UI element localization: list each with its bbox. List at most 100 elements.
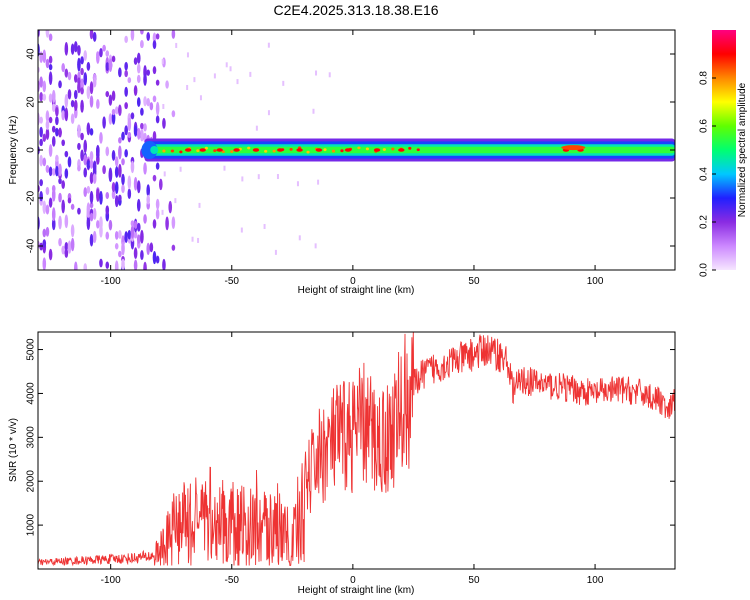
spectrogram-image [38, 30, 675, 270]
noise-cell [121, 173, 125, 186]
faint-cell [197, 237, 200, 243]
noise-cell [64, 94, 69, 108]
noise-cell [70, 99, 75, 108]
noise-cell [124, 125, 128, 136]
noise-cell [118, 230, 122, 239]
noise-cell [45, 119, 50, 130]
noise-cell [99, 190, 103, 205]
faint-cell [312, 108, 315, 114]
noise-cell [96, 99, 100, 110]
noise-cell [121, 241, 125, 256]
noise-cell [136, 52, 141, 64]
noise-cell [58, 237, 62, 247]
noise-cell [136, 97, 141, 107]
noise-cell [42, 228, 47, 238]
noise-cell [127, 131, 132, 138]
noise-cell [136, 127, 141, 140]
faint-cell [267, 42, 270, 48]
band-hot-spot [315, 148, 323, 152]
noise-cell [86, 216, 91, 230]
noise-cell [80, 132, 84, 141]
faint-cell [274, 249, 277, 255]
noise-cell [51, 217, 56, 231]
noise-cell [39, 138, 43, 147]
band-dot [416, 148, 420, 152]
faint-cell [225, 62, 228, 68]
band-dot [213, 149, 217, 153]
noise-cell [92, 31, 97, 42]
noise-cell [140, 229, 144, 244]
faint-cell [229, 66, 232, 72]
noise-cell [48, 55, 53, 64]
band-hot-spot [373, 148, 381, 152]
faint-cell [257, 174, 260, 180]
faint-cell [328, 72, 331, 78]
noise-cell [73, 99, 78, 112]
band-dot [221, 150, 225, 154]
noise-cell [99, 47, 103, 58]
noise-cell [70, 43, 75, 55]
faint-cell [236, 79, 239, 85]
noise-cell [127, 230, 132, 240]
noise-cell [140, 122, 144, 130]
noise-cell [111, 190, 116, 200]
noise-cell [155, 115, 160, 124]
noise-cell [48, 248, 53, 261]
noise-cell [58, 80, 62, 89]
noise-cell [51, 168, 56, 176]
noise-cell [155, 101, 160, 116]
noise-cell [45, 58, 50, 69]
noise-cell [143, 123, 147, 132]
noise-cell [118, 104, 122, 117]
noise-cell [162, 258, 166, 270]
noise-cell [114, 230, 119, 240]
noise-cell [162, 117, 166, 129]
noise-cell [149, 242, 154, 253]
noise-cell [48, 116, 53, 124]
noise-cell [58, 163, 62, 177]
band-hot-spot [398, 148, 405, 152]
noise-cell [39, 242, 43, 251]
noise-cell [51, 125, 56, 133]
faint-cell [213, 73, 216, 79]
noise-cell [105, 91, 110, 98]
snr-frame [37, 331, 676, 570]
snr-y-ticks: 1000 2000 3000 4000 5000 [26, 338, 675, 536]
noise-cell [118, 194, 122, 202]
noise-cell [89, 95, 94, 108]
noise-cell [89, 190, 94, 204]
noise-cell [124, 231, 128, 243]
faint-cell [255, 125, 258, 131]
noise-cell [114, 156, 119, 167]
noise-cell [102, 116, 106, 129]
band-hot-region [561, 145, 586, 151]
noise-cell [51, 207, 56, 222]
band-hot-spot [252, 148, 260, 152]
band-hot-spot [296, 148, 303, 152]
noise-cell [118, 137, 122, 144]
band-dot [179, 150, 183, 154]
y-tick-label: 0 [26, 147, 37, 153]
noise-cell [64, 150, 69, 158]
noise-cell [140, 107, 144, 116]
noise-cell [105, 62, 110, 71]
band-dot [382, 148, 386, 151]
band-hot-spot [216, 148, 223, 152]
band-dot [230, 150, 234, 153]
noise-cell [111, 181, 116, 193]
faint-cell [175, 42, 178, 48]
noise-cell [99, 258, 103, 268]
noise-cell [114, 166, 119, 178]
faint-cell [240, 227, 243, 233]
noise-cell [55, 116, 59, 126]
noise-cell [77, 207, 81, 215]
noise-cell [70, 113, 75, 125]
x-tick-label: 0 [350, 575, 356, 586]
x-tick-label: 50 [468, 276, 480, 287]
noise-cell [124, 86, 128, 97]
noise-cell [80, 78, 84, 91]
x-tick-label: 100 [587, 276, 604, 287]
x-tick-label: 0 [350, 276, 356, 287]
noise-cell [51, 89, 56, 104]
band-dot [323, 148, 327, 152]
